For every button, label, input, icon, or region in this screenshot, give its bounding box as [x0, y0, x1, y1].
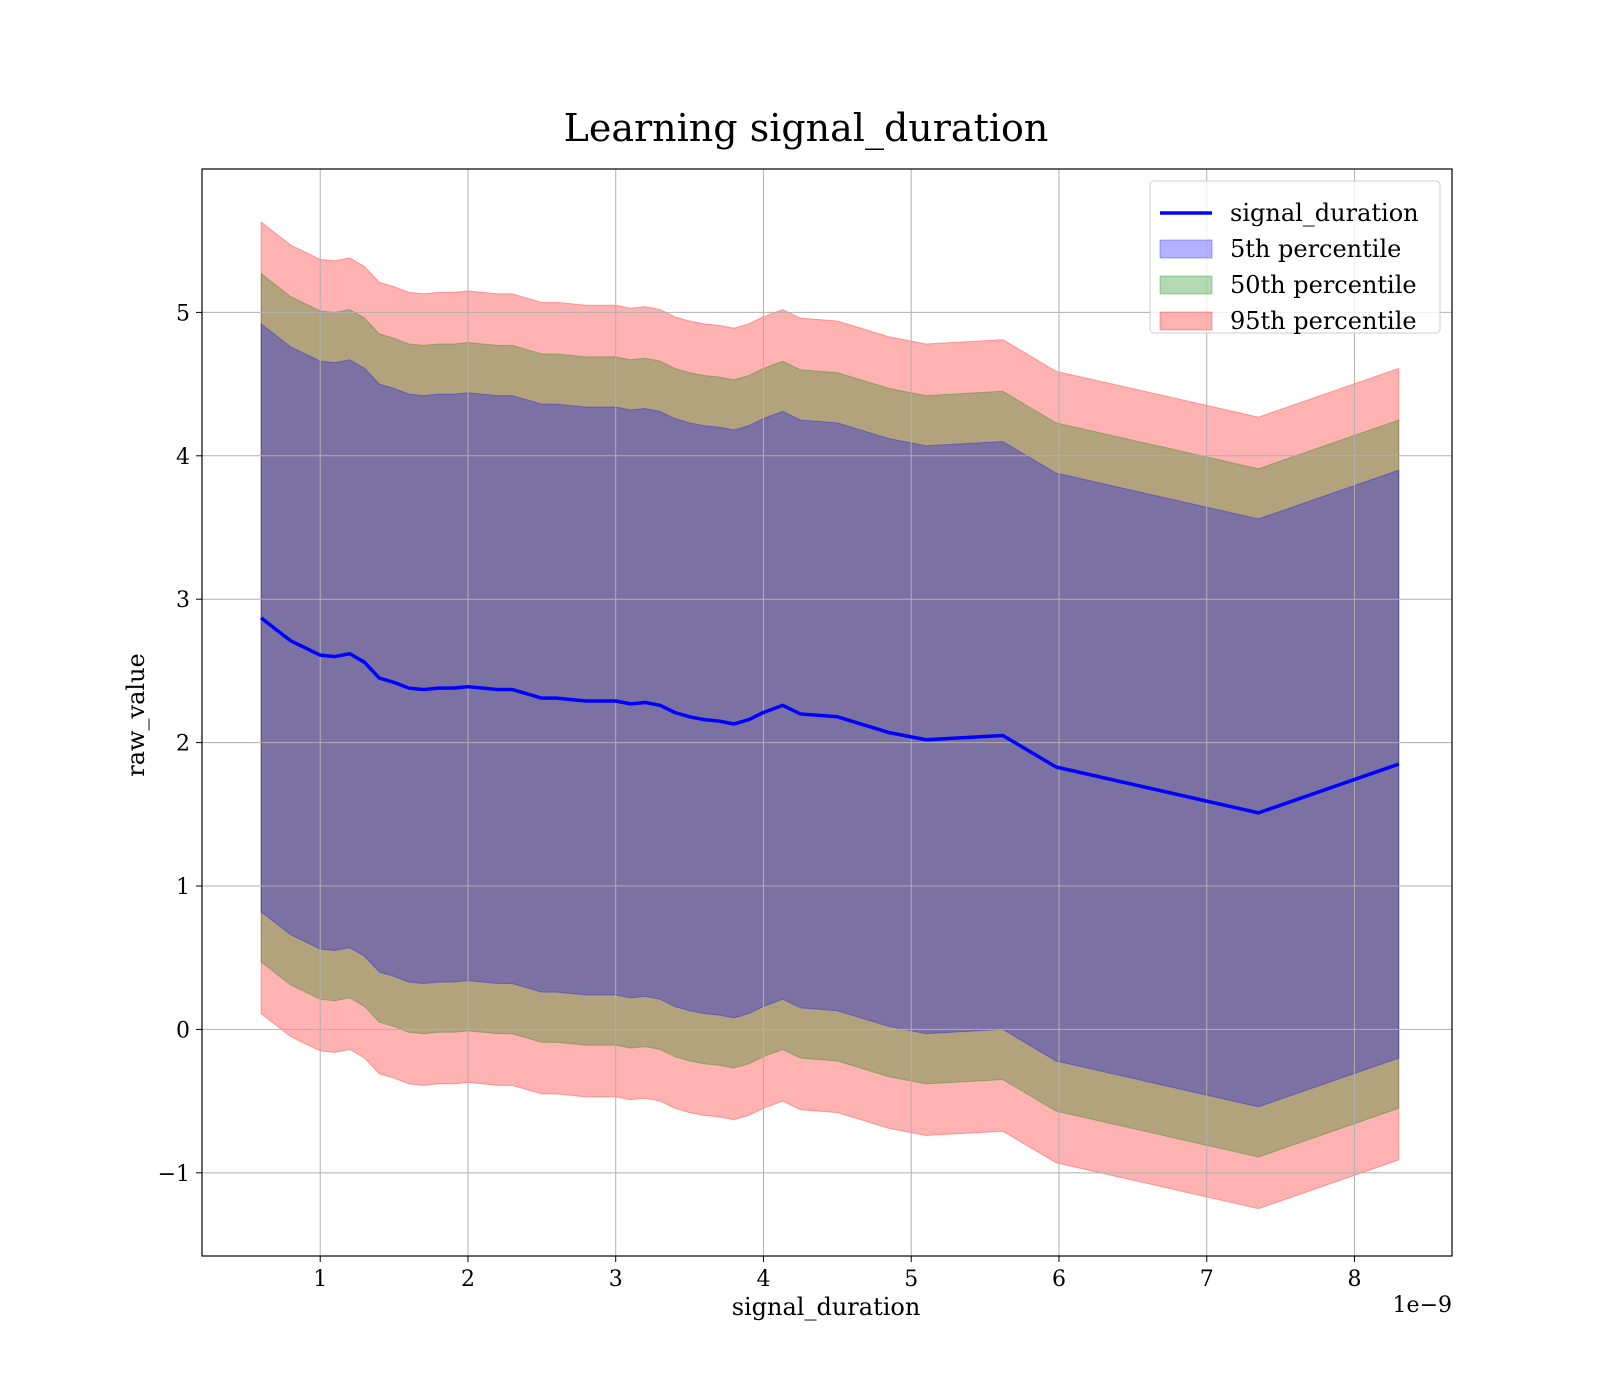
x-tick-label: 5 — [904, 1267, 918, 1292]
legend-entry-label: 5th percentile — [1230, 235, 1401, 263]
y-tick-label: 1 — [176, 875, 190, 900]
legend-entry-label: signal_duration — [1230, 199, 1419, 227]
grid-lines — [202, 169, 1452, 1256]
x-tick-label: 3 — [609, 1267, 623, 1292]
x-tick-label: 2 — [461, 1267, 475, 1292]
y-tick-label: 4 — [176, 445, 190, 470]
plot-area — [201, 168, 1453, 1257]
y-tick-label: 0 — [176, 1018, 190, 1043]
chart-title: Learning signal_duration — [564, 106, 1049, 151]
x-axis-label: signal_duration — [732, 1293, 921, 1321]
y-tick-label: 5 — [176, 301, 190, 326]
plot-frame — [201, 168, 1453, 1257]
x-tick-label: 1 — [313, 1267, 327, 1292]
legend-entry-label: 95th percentile — [1230, 307, 1417, 335]
legend-swatch-patch — [1159, 275, 1213, 295]
series-lines — [260, 616, 1400, 815]
legend-entry-label: 50th percentile — [1230, 271, 1417, 299]
legend-box — [1149, 180, 1441, 334]
x-axis-offset-text: 1e−9 — [1393, 1293, 1452, 1318]
x-axis-ticks: 1 2 3 4 5 6 7 8 — [313, 1256, 1361, 1292]
y-tick-label: −1 — [158, 1162, 190, 1187]
y-axis-label: raw_value — [122, 653, 150, 777]
x-tick-label: 7 — [1200, 1267, 1214, 1292]
y-axis-ticks: −1 0 1 2 3 4 5 — [158, 301, 202, 1187]
x-tick-label: 4 — [756, 1267, 770, 1292]
x-tick-label: 8 — [1347, 1267, 1361, 1292]
x-tick-label: 6 — [1052, 1267, 1066, 1292]
legend-swatch-patch — [1159, 311, 1213, 331]
legend: signal_duration 5th percentile 50th percen… — [1149, 180, 1441, 335]
y-tick-label: 3 — [176, 588, 190, 613]
legend-swatch-patch — [1159, 239, 1213, 259]
y-tick-label: 2 — [176, 732, 190, 757]
series-line-signal_duration — [260, 616, 1400, 815]
